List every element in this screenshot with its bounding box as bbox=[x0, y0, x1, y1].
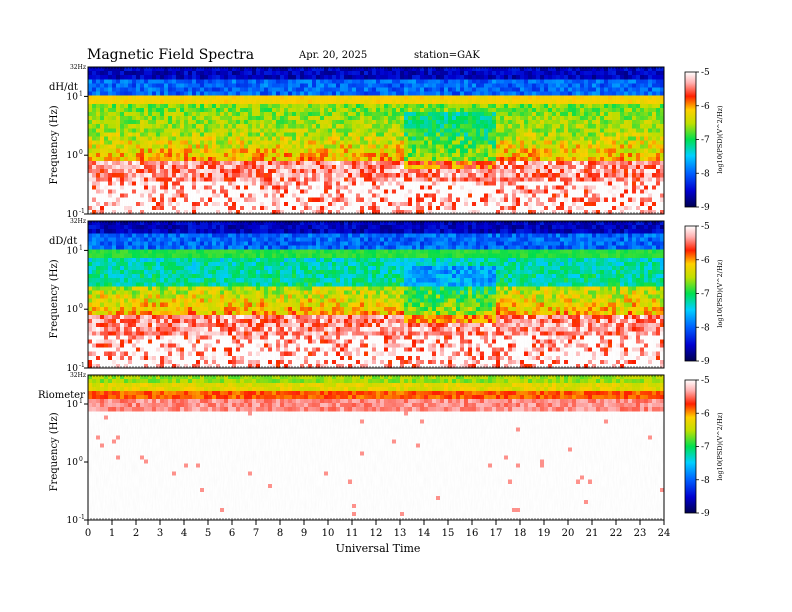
y-tick-label: 10 bbox=[67, 246, 79, 256]
y-tick-exponent: 0 bbox=[79, 149, 83, 156]
colorbar-tick-label: -8 bbox=[701, 323, 710, 333]
x-tick-label: 18 bbox=[514, 528, 527, 539]
x-tick-label: 23 bbox=[634, 528, 647, 539]
colorbar: -5 -6 -7 -8 -9 log10(PSD)(V^2/Hz) bbox=[684, 222, 724, 367]
figure-date: Apr. 20, 2025 bbox=[298, 50, 367, 61]
y-tick-label: 10 bbox=[67, 516, 79, 526]
x-tick-label: 14 bbox=[418, 528, 431, 539]
colorbar-tick-label: -7 bbox=[701, 443, 710, 453]
texture-overlay bbox=[88, 67, 664, 214]
top-frequency-label: 32Hz bbox=[70, 372, 86, 379]
colorbar-tick-label: -9 bbox=[701, 357, 710, 367]
x-tick-label: 6 bbox=[229, 528, 235, 539]
y-tick-label: 10 bbox=[67, 364, 79, 374]
panel-label: Riometer bbox=[38, 390, 85, 401]
y-tick-exponent: 1 bbox=[79, 398, 83, 405]
colorbar-tick-label: -9 bbox=[701, 203, 710, 213]
x-tick-label: 24 bbox=[658, 528, 671, 539]
y-tick-exponent: -1 bbox=[79, 362, 85, 369]
y-axis-label: Frequency (Hz) bbox=[49, 412, 60, 491]
x-tick-label: 11 bbox=[346, 528, 359, 539]
x-tick-label: 0 bbox=[85, 528, 91, 539]
y-axis-label: Frequency (Hz) bbox=[49, 105, 60, 184]
x-tick-label: 22 bbox=[610, 528, 623, 539]
x-tick-label: 2 bbox=[133, 528, 139, 539]
figure-title: Magnetic Field Spectra bbox=[87, 47, 254, 63]
y-tick-exponent: -1 bbox=[79, 514, 85, 521]
colorbar-tick-label: -5 bbox=[701, 376, 710, 386]
colorbar-tick-label: -5 bbox=[701, 222, 710, 232]
x-tick-label: 4 bbox=[181, 528, 187, 539]
colorbar-tick-label: -7 bbox=[701, 136, 710, 146]
colorbar-tick-label: -6 bbox=[701, 409, 710, 419]
colorbar-label: log10(PSD)(V^2/Hz) bbox=[716, 105, 724, 174]
y-axis-label: Frequency (Hz) bbox=[49, 259, 60, 338]
colorbar: -5 -6 -7 -8 -9 log10(PSD)(V^2/Hz) bbox=[684, 68, 724, 213]
x-tick-label: 17 bbox=[490, 528, 503, 539]
colorbar: -5 -6 -7 -8 -9 log10(PSD)(V^2/Hz) bbox=[684, 376, 724, 519]
x-tick-label: 9 bbox=[301, 528, 307, 539]
x-tick-label: 20 bbox=[562, 528, 575, 539]
colorbar-label: log10(PSD)(V^2/Hz) bbox=[716, 259, 724, 328]
x-tick-label: 1 bbox=[109, 528, 115, 539]
texture-overlay bbox=[88, 221, 664, 368]
colorbar-tick-label: -6 bbox=[701, 256, 710, 266]
x-tick-label: 10 bbox=[322, 528, 335, 539]
x-tick-label: 12 bbox=[370, 528, 383, 539]
top-frequency-label: 32Hz bbox=[70, 218, 86, 225]
y-tick-label: 10 bbox=[67, 400, 79, 410]
colorbar-tick-label: -7 bbox=[701, 290, 710, 300]
y-tick-exponent: -1 bbox=[79, 208, 85, 215]
y-tick-exponent: 1 bbox=[79, 244, 83, 251]
y-tick-exponent: 0 bbox=[79, 456, 83, 463]
colorbar-tick-label: -8 bbox=[701, 169, 710, 179]
x-tick-label: 8 bbox=[277, 528, 283, 539]
x-tick-label: 5 bbox=[205, 528, 211, 539]
x-axis: 0 1 2 3 4 5 6 7 8 9 10 11 12 13 14 15 16 17 18 19 20 21 22 23 24 bbox=[85, 520, 671, 539]
panel-label: dD/dt bbox=[49, 236, 77, 247]
x-tick-label: 16 bbox=[466, 528, 479, 539]
station-label: station=GAK bbox=[414, 50, 480, 61]
y-tick-exponent: 1 bbox=[79, 90, 83, 97]
texture-overlay bbox=[88, 375, 664, 520]
x-tick-label: 15 bbox=[442, 528, 455, 539]
colorbar-tick-label: -8 bbox=[701, 476, 710, 486]
colorbar-tick-label: -9 bbox=[701, 509, 710, 519]
x-tick-label: 3 bbox=[157, 528, 163, 539]
x-tick-label: 19 bbox=[538, 528, 551, 539]
y-tick-label: 10 bbox=[67, 151, 79, 161]
x-tick-label: 13 bbox=[394, 528, 407, 539]
x-tick-label: 7 bbox=[253, 528, 259, 539]
y-tick-label: 10 bbox=[67, 92, 79, 102]
y-tick-exponent: 0 bbox=[79, 303, 83, 310]
colorbar-tick-label: -6 bbox=[701, 102, 710, 112]
y-tick-label: 10 bbox=[67, 210, 79, 220]
x-tick-label: 21 bbox=[586, 528, 599, 539]
y-tick-label: 10 bbox=[67, 305, 79, 315]
y-tick-label: 10 bbox=[67, 458, 79, 468]
colorbar-scale bbox=[684, 225, 697, 362]
colorbar-label: log10(PSD)(V^2/Hz) bbox=[716, 412, 724, 481]
colorbar-tick-label: -5 bbox=[701, 68, 710, 78]
x-axis-label: Universal Time bbox=[336, 542, 421, 555]
colorbar-scale bbox=[684, 379, 697, 514]
top-frequency-label: 32Hz bbox=[70, 64, 86, 71]
panel-label: dH/dt bbox=[49, 82, 78, 93]
colorbar-scale bbox=[684, 71, 697, 208]
